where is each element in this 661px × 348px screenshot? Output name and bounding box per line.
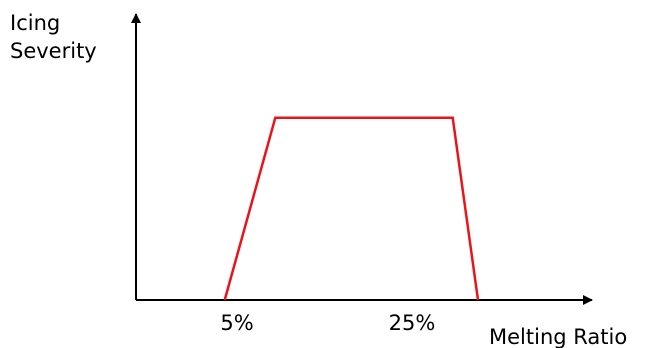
x-tick-label-5-percent: 5% <box>220 311 253 335</box>
x-axis-label: Melting Ratio <box>489 325 627 348</box>
y-axis-label-line-1: Icing <box>10 11 60 35</box>
x-tick-label-25-percent: 25% <box>389 311 436 335</box>
y-axis-label-line-2: Severity <box>10 39 97 63</box>
icing-severity-series-line <box>223 116 480 301</box>
